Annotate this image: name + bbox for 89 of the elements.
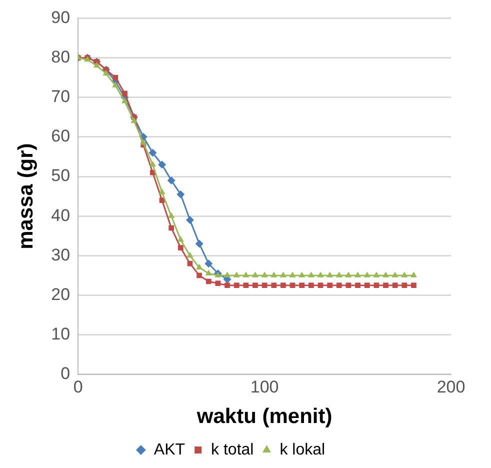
point xyxy=(392,282,398,288)
point xyxy=(317,272,324,278)
point xyxy=(186,252,194,258)
y-tick-label: 90 xyxy=(51,8,70,27)
point xyxy=(112,82,119,88)
point xyxy=(345,272,352,278)
y-tick-label: 60 xyxy=(51,126,70,146)
point xyxy=(252,272,259,278)
point xyxy=(167,176,176,184)
point xyxy=(299,282,305,288)
y-tick-label: 0 xyxy=(60,364,70,384)
point xyxy=(140,139,147,145)
x-tick-label: 200 xyxy=(436,377,466,396)
y-tick-label: 20 xyxy=(51,284,70,304)
point xyxy=(112,74,118,80)
y-tick-label: 50 xyxy=(51,166,70,186)
point xyxy=(289,272,296,278)
point xyxy=(122,90,128,96)
point xyxy=(364,272,370,278)
point xyxy=(233,272,240,278)
point xyxy=(308,282,314,288)
legend-label: AKT xyxy=(154,441,186,458)
point xyxy=(280,272,286,278)
point xyxy=(411,282,416,288)
point xyxy=(149,160,156,167)
point xyxy=(102,70,110,76)
legend-label: k lokal xyxy=(280,441,326,458)
point xyxy=(186,216,194,224)
y-tick-label: 30 xyxy=(51,245,70,264)
point xyxy=(270,272,278,278)
point xyxy=(148,148,157,157)
point xyxy=(242,272,250,278)
point xyxy=(318,282,324,288)
point xyxy=(355,282,360,288)
point xyxy=(158,160,166,169)
point xyxy=(290,282,296,288)
point xyxy=(176,190,185,198)
point xyxy=(121,98,128,104)
point xyxy=(224,282,230,288)
point xyxy=(401,272,408,278)
point xyxy=(214,272,222,278)
point xyxy=(374,282,380,288)
point xyxy=(298,272,306,278)
point xyxy=(373,272,380,278)
y-tick-label: 40 xyxy=(51,206,70,225)
point xyxy=(168,225,174,231)
point xyxy=(280,282,286,288)
point xyxy=(158,188,166,194)
point xyxy=(336,272,342,278)
point xyxy=(364,282,370,288)
point xyxy=(196,272,202,278)
x-tick-label: 100 xyxy=(250,377,279,396)
x-tick-label: 0 xyxy=(73,377,83,396)
point xyxy=(392,272,398,278)
x-axis-title: waktu (menit) xyxy=(196,405,332,428)
point xyxy=(206,278,212,284)
point xyxy=(382,272,390,278)
y-tick-label: 10 xyxy=(51,324,70,344)
point xyxy=(195,240,204,248)
point xyxy=(327,282,332,288)
legend-label: k total xyxy=(211,441,254,458)
point xyxy=(196,264,203,270)
point xyxy=(205,270,212,276)
y-tick-label: 80 xyxy=(51,47,70,66)
point xyxy=(326,272,334,278)
point xyxy=(271,282,277,288)
point xyxy=(261,272,268,278)
point xyxy=(178,245,184,250)
y-tick-label: 70 xyxy=(51,87,70,106)
point xyxy=(224,272,231,278)
point xyxy=(187,260,193,266)
point xyxy=(93,62,100,68)
point xyxy=(215,280,221,286)
point xyxy=(234,282,240,288)
point xyxy=(308,272,314,278)
point xyxy=(402,282,408,288)
point xyxy=(410,272,417,278)
point xyxy=(336,282,342,288)
point xyxy=(262,282,268,288)
point xyxy=(204,260,213,268)
point xyxy=(243,282,249,288)
y-axis-title: massa (gr) xyxy=(14,143,38,250)
point xyxy=(168,212,175,218)
point xyxy=(252,282,258,288)
point xyxy=(354,272,362,278)
point xyxy=(130,117,138,123)
point xyxy=(383,282,388,288)
point xyxy=(177,236,184,242)
point xyxy=(346,282,352,288)
